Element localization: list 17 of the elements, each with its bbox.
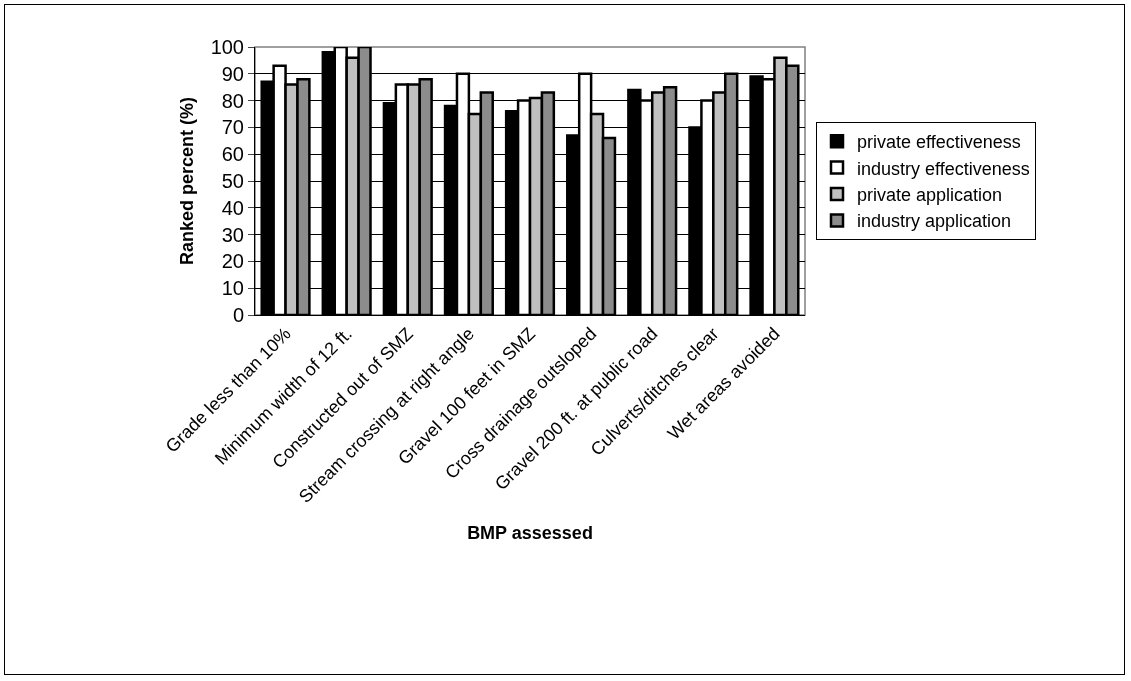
y-tick-label: 60 [221, 143, 244, 166]
y-axis-title: Ranked percent (%) [176, 96, 197, 266]
legend-label: private application [857, 185, 1003, 206]
y-tick-label: 30 [221, 223, 244, 246]
legend-label: industry application [857, 211, 1012, 232]
x-axis-title: BMP assessed [467, 522, 593, 543]
y-tick-label: 40 [221, 196, 244, 219]
y-tick-label: 100 [210, 36, 244, 58]
legend-label: private effectiveness [857, 132, 1021, 153]
y-tick-label: 90 [221, 62, 244, 85]
y-tick-label: 10 [221, 277, 244, 300]
y-tick-label: 0 [232, 304, 244, 326]
y-tick-label: 80 [221, 89, 244, 112]
y-tick-label: 20 [221, 250, 244, 273]
y-tick-label: 70 [221, 116, 244, 139]
y-tick-label: 50 [221, 170, 244, 192]
legend-label: industry effectiveness [857, 158, 1030, 179]
